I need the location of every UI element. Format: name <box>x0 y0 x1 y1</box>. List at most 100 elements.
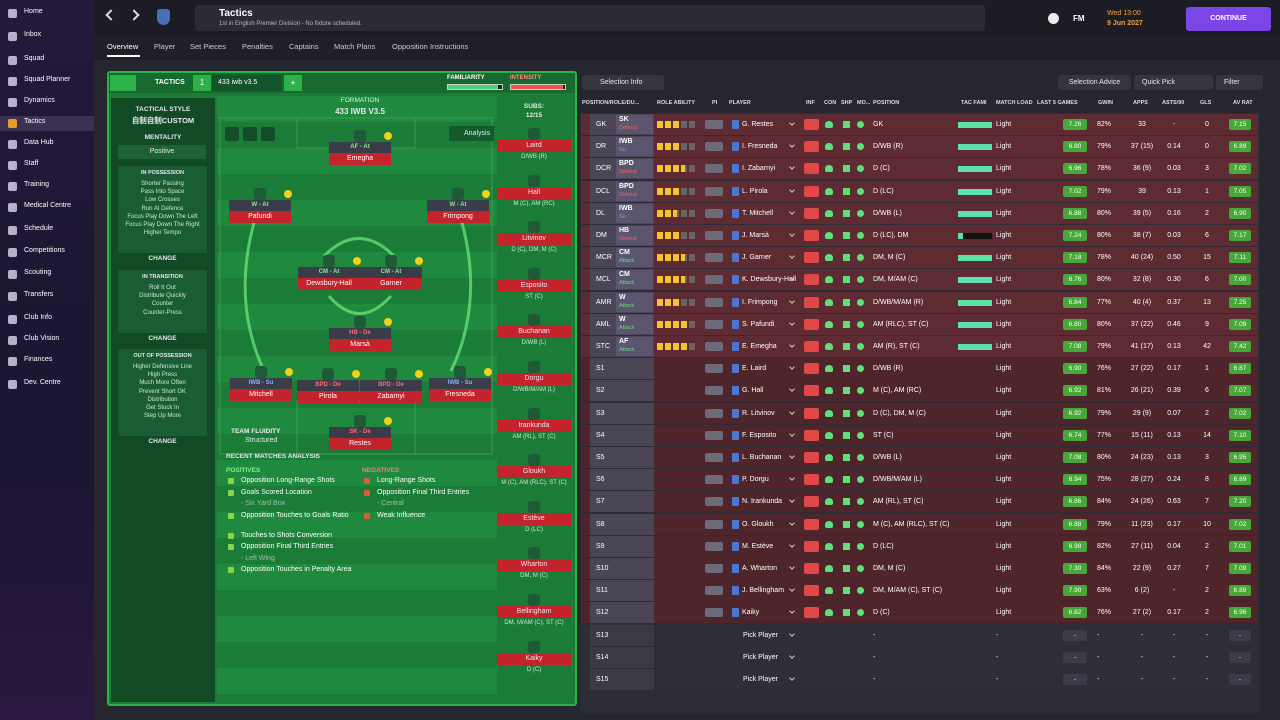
sidebar-item[interactable]: Tactics <box>24 118 46 125</box>
analysis-title[interactable]: RECENT MATCHES ANALYSIS <box>226 453 321 460</box>
tab[interactable]: Penalties <box>242 42 273 51</box>
player-role[interactable]: W - At <box>427 200 489 211</box>
add-tactic[interactable]: + <box>284 75 302 91</box>
column-header[interactable]: AV RAT <box>1233 100 1253 106</box>
player[interactable]: L. Buchanan <box>742 454 782 461</box>
tab[interactable]: Match Plans <box>334 42 376 51</box>
column-header[interactable]: LAST 5 GAMES <box>1037 100 1078 106</box>
player-role[interactable]: AF - At <box>329 142 391 153</box>
player[interactable]: Pick Player <box>743 631 779 639</box>
column-header[interactable]: PI <box>712 100 718 106</box>
column-header[interactable]: CON <box>824 100 837 106</box>
player-name[interactable]: Marsà <box>329 339 391 351</box>
player[interactable]: J. Garner <box>742 254 772 262</box>
column-header[interactable]: GLS <box>1200 100 1212 106</box>
player[interactable]: N. Irankunda <box>742 498 783 506</box>
tab[interactable]: Set Pieces <box>190 42 226 51</box>
player[interactable]: J. Bellingham <box>742 587 785 595</box>
view-btn[interactable] <box>243 127 257 141</box>
change-btn[interactable]: CHANGE <box>148 438 177 446</box>
sub-name[interactable]: Irankunda <box>497 419 571 432</box>
player-role[interactable]: HB - De <box>329 328 391 339</box>
sub-name[interactable]: Estève <box>497 512 571 525</box>
player-name[interactable]: Restes <box>329 438 391 450</box>
player[interactable]: O. Gloukh <box>742 520 774 528</box>
sub-name[interactable]: Litvinov <box>497 233 571 246</box>
column-header[interactable]: APPS <box>1133 100 1148 106</box>
sub-name[interactable]: Hall <box>497 186 571 199</box>
player-name[interactable]: Zabarnyi <box>360 391 422 403</box>
tactic-name[interactable]: 433 iwb v3.5 <box>212 75 282 91</box>
sidebar-item[interactable]: Schedule <box>24 225 54 232</box>
column-header[interactable]: POSITION/ROLE/DU... <box>582 100 640 106</box>
change-btn[interactable]: CHANGE <box>148 255 177 263</box>
player[interactable]: F. Esposito <box>742 431 777 439</box>
sidebar-item[interactable]: Club Info <box>24 314 53 321</box>
player-role[interactable]: IWB - Su <box>230 378 292 389</box>
player[interactable]: M. Estève <box>742 542 774 550</box>
column-header[interactable]: ROLE ABILITY <box>657 100 695 106</box>
sidebar-item[interactable]: Transfers <box>24 291 54 298</box>
analysis-btn[interactable]: Analysis <box>449 126 494 141</box>
sub-name[interactable]: Wharton <box>497 559 571 572</box>
player[interactable]: R. Litvinov <box>742 409 775 417</box>
tab[interactable]: Opposition Instructions <box>392 42 469 51</box>
player-role[interactable]: BPD - De <box>297 380 359 391</box>
player[interactable]: E. Emegha <box>742 343 777 350</box>
player-role[interactable]: CM - At <box>360 267 422 278</box>
player-role[interactable]: CM - At <box>298 267 360 278</box>
column-header[interactable]: GWIN <box>1098 100 1113 106</box>
player[interactable]: Kaiky <box>742 609 760 617</box>
player[interactable]: A. Wharton <box>742 565 778 572</box>
player[interactable]: T. Mitchell <box>742 209 774 217</box>
sidebar-item[interactable]: Dynamics <box>24 97 55 104</box>
player[interactable]: G. Hall <box>742 387 764 395</box>
sidebar-item[interactable]: Data Hub <box>24 139 54 146</box>
mentality-select[interactable]: Positive <box>118 145 206 159</box>
player-name[interactable]: Emegha <box>329 153 391 165</box>
player-name[interactable]: Pafundi <box>229 211 291 223</box>
column-header[interactable]: POSITION <box>873 100 900 106</box>
player-name[interactable]: Garner <box>360 278 422 290</box>
sidebar-item[interactable]: Squad Planner <box>24 76 71 83</box>
sidebar-item[interactable]: Dev. Centre <box>24 379 61 386</box>
player-name[interactable]: Mitchell <box>230 389 292 401</box>
sub-name[interactable]: Bellingham <box>497 606 571 618</box>
tab[interactable]: Overview <box>107 42 139 51</box>
column-header[interactable]: TAC FAMI <box>961 100 987 106</box>
tab[interactable]: Captains <box>289 42 319 51</box>
column-header[interactable]: ASTS/90 <box>1162 100 1185 106</box>
sub-name[interactable]: Laird <box>497 140 571 152</box>
player[interactable]: P. Dorgu <box>742 476 769 484</box>
style-name[interactable]: 自制自制CUSTOM <box>131 116 195 125</box>
player[interactable]: G. Restes <box>742 121 774 128</box>
player-role[interactable]: SK - De <box>329 427 391 438</box>
tab[interactable]: Player <box>154 42 176 51</box>
change-btn[interactable]: CHANGE <box>148 334 177 342</box>
player-name[interactable]: Fresneda <box>429 389 491 401</box>
selection-info-btn[interactable]: Selection Info <box>582 75 664 90</box>
column-header[interactable]: SHP <box>841 100 853 106</box>
player[interactable]: Pick Player <box>743 653 779 661</box>
column-header[interactable]: PLAYER <box>729 100 751 106</box>
tactic-slot[interactable]: 1 <box>193 75 211 91</box>
sub-name[interactable]: Kaiky <box>497 652 571 665</box>
player-name[interactable]: Dewsbury-Hall <box>298 278 360 290</box>
quick-pick-btn[interactable]: Quick Pick <box>1134 75 1213 90</box>
player[interactable]: E. Laird <box>742 365 767 373</box>
player-name[interactable]: Pirola <box>297 391 359 403</box>
player[interactable]: L. Pirola <box>742 187 768 195</box>
sub-name[interactable]: Buchanan <box>497 326 571 339</box>
column-header[interactable]: INF <box>806 100 815 106</box>
sidebar-item[interactable]: Home <box>24 8 43 15</box>
sub-name[interactable]: Esposito <box>497 279 571 292</box>
continue-btn[interactable]: CONTINUE <box>1186 7 1271 31</box>
player[interactable]: I. Frimpong <box>742 298 778 306</box>
player[interactable]: J. Marsà <box>742 232 769 239</box>
sidebar-item[interactable]: Finances <box>24 356 53 363</box>
column-header[interactable]: MATCH LOAD <box>996 100 1033 106</box>
sidebar-item[interactable]: Scouting <box>24 269 52 276</box>
sidebar-item[interactable]: Training <box>24 181 50 188</box>
player[interactable]: I. Zabarnyi <box>742 165 776 173</box>
sidebar-item[interactable]: Medical Centre <box>24 202 72 209</box>
